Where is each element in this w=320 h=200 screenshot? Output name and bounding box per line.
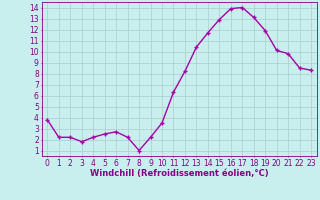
X-axis label: Windchill (Refroidissement éolien,°C): Windchill (Refroidissement éolien,°C) — [90, 169, 268, 178]
